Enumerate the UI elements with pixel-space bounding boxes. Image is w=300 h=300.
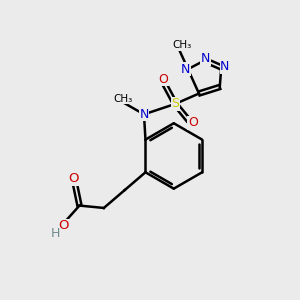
Text: N: N [139, 108, 149, 121]
Text: N: N [220, 60, 230, 73]
Text: S: S [171, 98, 179, 110]
Text: O: O [188, 116, 198, 129]
Text: O: O [58, 219, 69, 232]
Text: O: O [68, 172, 79, 185]
Text: N: N [181, 63, 190, 76]
Text: N: N [201, 52, 210, 65]
Text: H: H [50, 227, 60, 240]
Text: CH₃: CH₃ [113, 94, 133, 104]
Text: O: O [158, 73, 168, 86]
Text: CH₃: CH₃ [172, 40, 192, 50]
